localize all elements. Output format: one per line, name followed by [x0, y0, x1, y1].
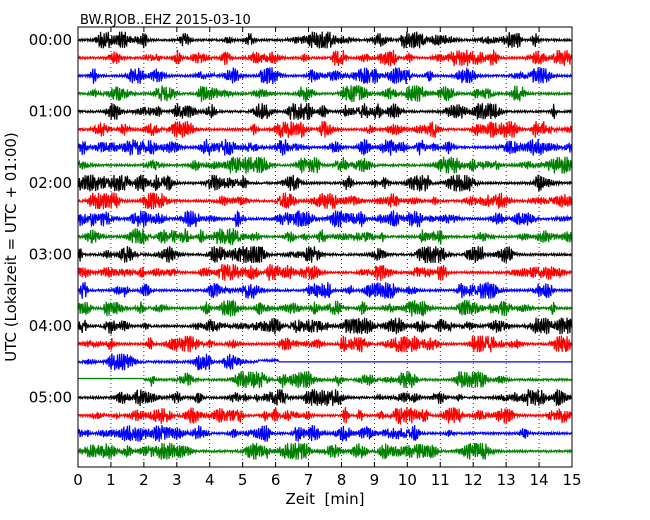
seismic-trace [77, 317, 573, 335]
seismic-trace [77, 299, 573, 317]
y-tick-label: 04:00 [29, 317, 72, 335]
seismic-trace [77, 102, 573, 121]
y-axis-label: UTC (Lokalzeit = UTC + 01:00) [2, 132, 20, 362]
seismic-trace [77, 424, 573, 442]
y-tick-label: 03:00 [29, 246, 72, 264]
seismic-trace [77, 335, 573, 353]
chart-title: BW.RJOB..EHZ 2015-03-10 [80, 13, 251, 28]
seismic-trace [77, 174, 573, 192]
seismic-trace [78, 281, 573, 299]
plot-frame [77, 26, 573, 468]
seismic-trace [77, 263, 573, 281]
x-tick-label: 8 [337, 471, 347, 489]
seismic-trace [77, 353, 572, 371]
seismic-trace [77, 389, 573, 407]
x-tick-label: 3 [172, 471, 182, 489]
seismic-trace [77, 84, 573, 103]
y-axis-ticks: 00:00 01:00 02:00 03:00 04:00 05:00 [29, 31, 572, 407]
seismic-trace [77, 31, 573, 49]
y-tick-label: 02:00 [29, 174, 72, 192]
seismic-trace [77, 49, 573, 67]
x-tick-label: 1 [106, 471, 116, 489]
seismic-trace [77, 442, 573, 460]
seismic-trace [77, 156, 573, 174]
x-tick-label: 4 [205, 471, 215, 489]
trace-group [77, 31, 573, 460]
x-axis-label: Zeit [min] [285, 490, 364, 508]
x-tick-label: 14 [530, 471, 549, 489]
y-tick-label: 05:00 [29, 389, 72, 407]
x-tick-label: 10 [398, 471, 417, 489]
y-tick-label: 01:00 [29, 103, 72, 121]
seismic-trace [77, 138, 573, 157]
x-tick-label: 13 [497, 471, 516, 489]
seismic-trace [78, 371, 573, 389]
x-tick-label: 5 [238, 471, 248, 489]
x-tick-label: 6 [271, 471, 281, 489]
seismic-trace [77, 228, 573, 246]
seismic-trace [77, 210, 573, 228]
x-tick-label: 15 [562, 471, 581, 489]
x-tick-label: 11 [431, 471, 450, 489]
seismic-trace [77, 246, 573, 264]
x-axis-ticks: 0 1 2 3 4 5 6 7 8 9 10 11 12 13 14 15 [73, 27, 582, 489]
y-tick-label: 00:00 [29, 31, 72, 49]
x-tick-label: 2 [139, 471, 149, 489]
seismic-trace [77, 191, 573, 210]
x-tick-label: 0 [73, 471, 83, 489]
x-tick-label: 12 [464, 471, 483, 489]
seismic-trace [77, 407, 573, 426]
seismic-trace [77, 120, 573, 138]
x-tick-label: 9 [370, 471, 380, 489]
seismic-trace [77, 67, 573, 85]
x-tick-label: 7 [304, 471, 314, 489]
